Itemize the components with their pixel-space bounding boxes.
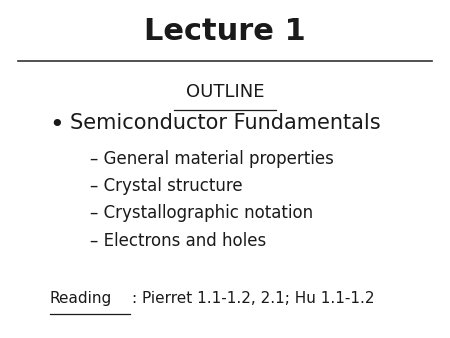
Text: OUTLINE: OUTLINE [186,83,264,101]
Text: – Electrons and holes: – Electrons and holes [90,232,266,249]
Text: •: • [50,113,64,137]
Text: – General material properties: – General material properties [90,150,334,168]
Text: : Pierret 1.1-1.2, 2.1; Hu 1.1-1.2: : Pierret 1.1-1.2, 2.1; Hu 1.1-1.2 [132,291,374,306]
Text: Lecture 1: Lecture 1 [144,17,306,46]
Text: Reading: Reading [50,291,112,306]
Text: – Crystal structure: – Crystal structure [90,177,243,195]
Text: – Crystallographic notation: – Crystallographic notation [90,204,313,222]
Text: Semiconductor Fundamentals: Semiconductor Fundamentals [70,113,380,133]
